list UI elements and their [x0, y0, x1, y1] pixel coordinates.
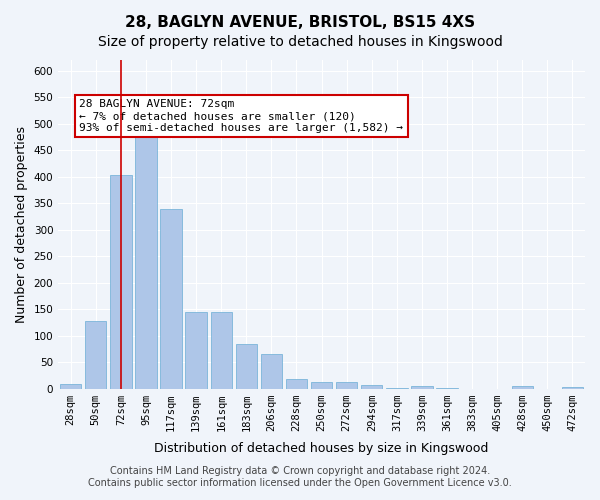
Bar	[136, 137, 157, 388]
Text: 28 BAGLYN AVENUE: 72sqm
← 7% of detached houses are smaller (120)
93% of semi-de: 28 BAGLYN AVENUE: 72sqm ← 7% of detached…	[79, 100, 403, 132]
Bar	[411, 386, 433, 388]
Bar	[211, 312, 232, 388]
Bar	[160, 210, 182, 388]
X-axis label: Distribution of detached houses by size in Kingswood: Distribution of detached houses by size …	[154, 442, 489, 455]
Y-axis label: Number of detached properties: Number of detached properties	[15, 126, 28, 323]
Text: 28, BAGLYN AVENUE, BRISTOL, BS15 4XS: 28, BAGLYN AVENUE, BRISTOL, BS15 4XS	[125, 15, 475, 30]
Bar	[85, 321, 106, 388]
Bar	[562, 387, 583, 388]
Bar	[236, 344, 257, 389]
Bar	[261, 354, 282, 388]
Bar	[110, 175, 131, 388]
Bar	[60, 384, 82, 388]
Text: Contains HM Land Registry data © Crown copyright and database right 2024.
Contai: Contains HM Land Registry data © Crown c…	[88, 466, 512, 487]
Bar	[512, 386, 533, 388]
Text: Size of property relative to detached houses in Kingswood: Size of property relative to detached ho…	[98, 35, 502, 49]
Bar	[185, 312, 207, 388]
Bar	[336, 382, 358, 388]
Bar	[286, 379, 307, 388]
Bar	[361, 385, 382, 388]
Bar	[311, 382, 332, 388]
